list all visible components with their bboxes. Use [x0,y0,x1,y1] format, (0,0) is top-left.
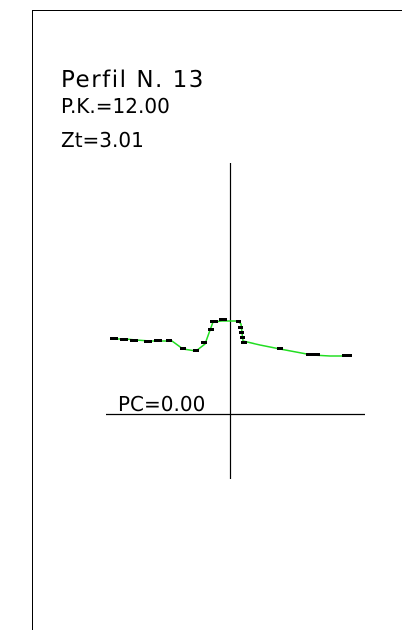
survey-point [110,337,118,340]
survey-point [193,349,199,352]
survey-point [201,341,207,344]
survey-point [210,320,218,323]
survey-point [314,353,320,356]
survey-point [144,340,152,343]
survey-point [306,353,314,356]
survey-point [154,339,162,342]
survey-point [239,331,244,334]
survey-point [342,354,352,357]
survey-point [241,341,247,344]
survey-point [130,339,138,342]
survey-point [120,338,128,341]
survey-point [238,326,243,329]
survey-point [166,339,172,342]
survey-point [219,318,227,321]
reference-plane-label: PC=0.00 [118,392,205,416]
survey-point [277,347,283,350]
survey-point [180,347,186,350]
profile-title: Perfil N. 13 [61,67,205,93]
survey-point [240,336,245,339]
profile-pk: P.K.=12.00 [61,94,170,118]
survey-points [110,318,352,357]
survey-point [208,328,214,331]
profile-zt: Zt=3.01 [61,128,144,152]
survey-point [236,320,241,323]
